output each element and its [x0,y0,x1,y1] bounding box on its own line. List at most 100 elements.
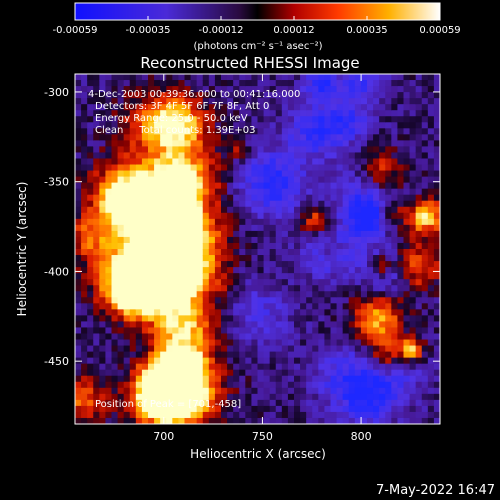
heatmap-cell [324,110,332,117]
heatmap-cell [178,309,186,316]
heatmap-cell [397,387,405,395]
heatmap-cell [184,152,192,160]
heatmap-cell [415,327,423,335]
heatmap-cell [245,92,253,99]
heatmap-cell [196,405,204,413]
heatmap-cell [239,357,246,365]
heatmap-cell [214,194,222,202]
heatmap-cell [427,249,435,256]
heatmap-cell [99,92,107,99]
heatmap-cell [99,152,107,160]
heatmap-cell [397,249,405,256]
heatmap-cell [263,194,271,202]
heatmap-cell [354,92,362,99]
heatmap-cell [391,315,399,323]
heatmap-cell [190,230,198,238]
heatmap-cell [245,339,253,347]
heatmap-cell [257,230,265,238]
heatmap-cell [409,387,417,395]
heatmap-cell [208,381,216,389]
heatmap-cell [367,242,374,250]
heatmap-cell [397,381,405,389]
heatmap-cell [81,267,88,274]
heatmap-cell [129,393,137,401]
heatmap-cell [190,86,198,93]
heatmap-cell [269,369,277,377]
heatmap-cell [354,393,362,401]
heatmap-cell [227,315,234,323]
heatmap-cell [415,249,423,256]
heatmap-cell [81,128,88,135]
heatmap-cell [184,98,192,105]
heatmap-cell [330,399,338,407]
heatmap-cell [391,224,399,232]
heatmap-cell [312,98,319,105]
heatmap-cell [166,321,173,329]
heatmap-cell [348,411,356,419]
heatmap-cell [141,327,149,335]
heatmap-cell [409,158,417,166]
heatmap-cell [123,321,131,329]
heatmap-cell [427,279,435,286]
heatmap-cell [251,104,259,111]
heatmap-cell [287,140,295,148]
heatmap-cell [342,393,350,401]
heatmap-cell [190,369,198,377]
heatmap-cell [287,164,295,172]
heatmap-cell [221,86,228,93]
heatmap-cell [385,74,392,81]
heatmap-cell [300,212,307,220]
heatmap-cell [135,375,143,383]
heatmap-cell [379,393,386,401]
heatmap-cell [160,158,167,166]
heatmap-cell [312,92,319,99]
heatmap-cell [117,411,125,419]
heatmap-cell [397,291,405,298]
heatmap-cell [360,92,368,99]
heatmap-cell [367,411,374,419]
heatmap-cell [184,164,192,172]
heatmap-cell [166,345,173,353]
heatmap-cell [160,134,167,141]
heatmap-cell [360,110,368,117]
heatmap-cell [336,242,344,250]
heatmap-cell [306,261,313,268]
heatmap-cell [129,327,137,335]
heatmap-cell [190,242,198,250]
heatmap-cell [385,285,392,292]
heatmap-cell [214,242,222,250]
heatmap-cell [208,188,216,196]
heatmap-cell [160,333,167,341]
heatmap-cell [385,321,392,329]
heatmap-cell [239,152,246,160]
heatmap-cell [129,98,137,105]
heatmap-cell [403,128,411,135]
heatmap-cell [117,170,125,178]
heatmap-cell [117,92,125,99]
heatmap-cell [409,194,417,202]
heatmap-cell [318,363,326,371]
heatmap-cell [141,164,149,172]
heatmap-cell [330,261,338,268]
heatmap-cell [257,255,265,262]
heatmap-cell [318,417,326,424]
heatmap-cell [306,333,313,341]
heatmap-cell [336,98,344,105]
heatmap-cell [105,242,113,250]
heatmap-cell [190,321,198,329]
heatmap-cell [354,134,362,141]
heatmap-cell [123,188,131,196]
heatmap-cell [421,218,429,226]
heatmap-cell [227,176,234,184]
heatmap-cell [87,164,94,172]
heatmap-cell [360,194,368,202]
heatmap-cell [397,224,405,232]
heatmap-cell [391,206,399,214]
heatmap-cell [348,387,356,395]
heatmap-cell [354,411,362,419]
heatmap-cell [245,345,253,353]
heatmap-cell [99,249,107,256]
heatmap-cell [239,375,246,383]
heatmap-cell [166,116,173,123]
heatmap-cell [306,309,313,316]
